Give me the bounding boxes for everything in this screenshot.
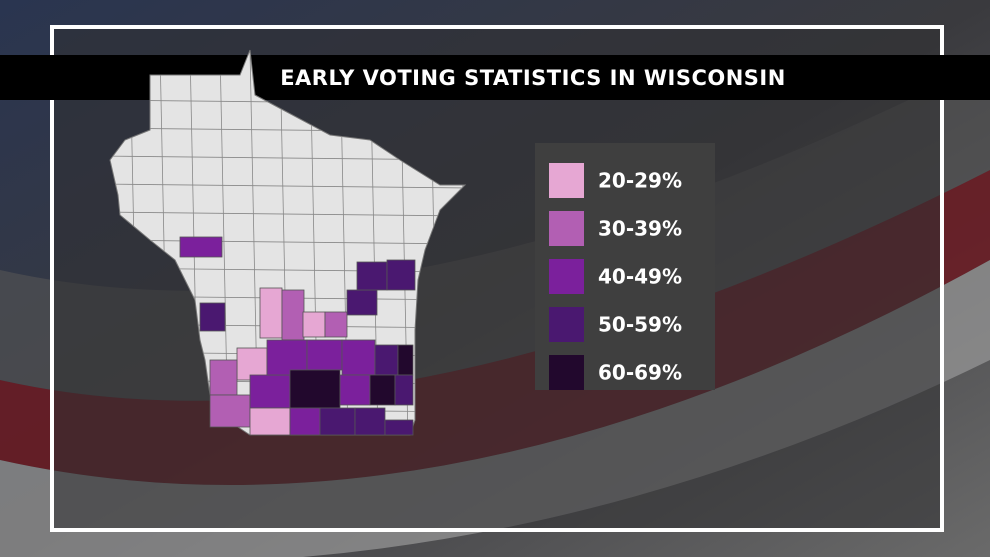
county <box>356 261 388 291</box>
county-border <box>110 183 465 189</box>
legend-swatch <box>549 307 584 342</box>
county <box>249 407 291 436</box>
county <box>289 369 341 409</box>
legend-label: 50-59% <box>598 313 682 337</box>
county <box>259 287 283 339</box>
county <box>324 311 348 338</box>
county <box>346 289 378 316</box>
title: EARLY VOTING STATISTICS IN WISCONSIN <box>280 66 786 90</box>
county-border <box>110 239 465 245</box>
county <box>306 339 343 371</box>
county <box>384 419 414 436</box>
county <box>354 407 386 436</box>
county <box>179 236 223 258</box>
county <box>281 289 305 341</box>
legend-swatch <box>549 259 584 294</box>
legend-label: 20-29% <box>598 169 682 193</box>
county <box>369 374 396 406</box>
county-border <box>110 211 465 217</box>
county <box>209 394 251 428</box>
county <box>249 374 291 409</box>
county <box>199 302 226 332</box>
county <box>319 407 356 436</box>
legend-label: 60-69% <box>598 361 682 385</box>
county <box>339 374 371 406</box>
county <box>397 344 414 376</box>
county <box>289 407 321 436</box>
county <box>302 311 326 338</box>
legend-swatch <box>549 163 584 198</box>
legend-swatch <box>549 355 584 390</box>
legend-label: 30-39% <box>598 217 682 241</box>
county <box>341 339 376 376</box>
county <box>394 374 414 406</box>
county <box>209 359 238 396</box>
county <box>386 259 416 291</box>
legend-label: 40-49% <box>598 265 682 289</box>
legend-swatch <box>549 211 584 246</box>
county <box>374 344 399 376</box>
